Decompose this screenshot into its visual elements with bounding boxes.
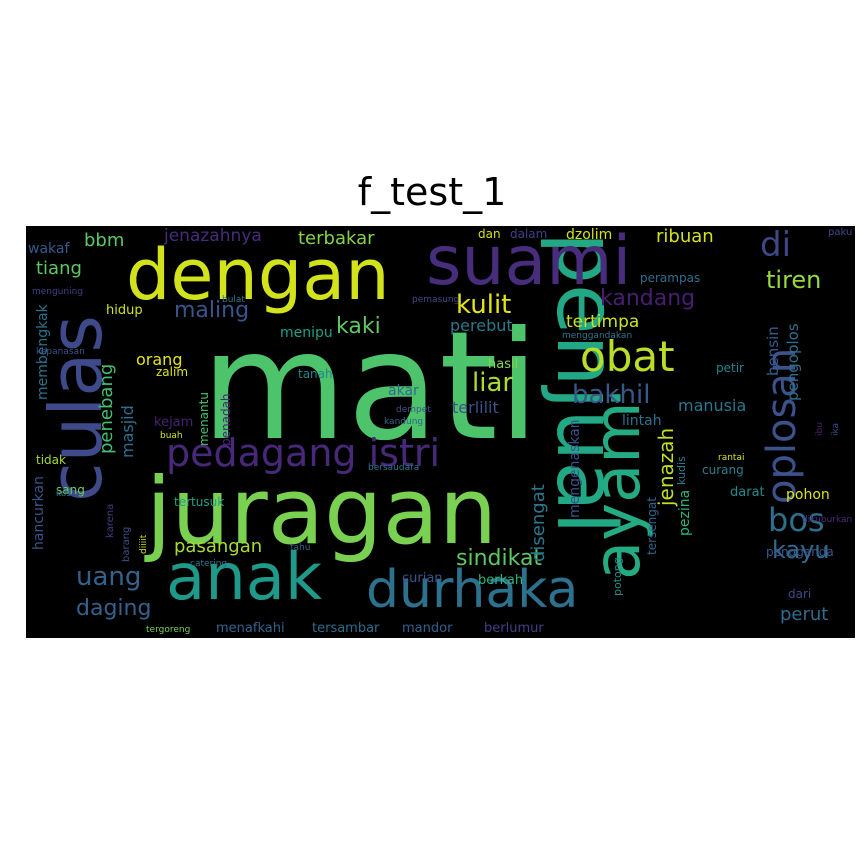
cloud-word: karena bbox=[105, 503, 116, 538]
cloud-word: kepanasan bbox=[36, 347, 85, 357]
cloud-word: hasil bbox=[488, 357, 519, 372]
cloud-word: kayu bbox=[772, 536, 830, 564]
cloud-word: kulit bbox=[456, 290, 512, 320]
cloud-word: menantu bbox=[197, 392, 211, 447]
cloud-word: durhaka bbox=[366, 560, 579, 620]
cloud-word: akar bbox=[388, 383, 419, 399]
cloud-word: diiiit bbox=[139, 535, 149, 555]
cloud-word: hancurkan bbox=[31, 475, 47, 550]
cloud-word: dari bbox=[788, 587, 812, 601]
cloud-word: dengan bbox=[126, 234, 390, 316]
cloud-word: sang bbox=[56, 483, 85, 497]
cloud-word: pohon bbox=[786, 487, 830, 503]
cloud-word: catering bbox=[190, 559, 228, 569]
cloud-word: potong bbox=[611, 556, 624, 596]
cloud-word: masjid bbox=[118, 404, 137, 458]
cloud-word: darat bbox=[730, 485, 765, 500]
cloud-word: tersengat bbox=[645, 496, 659, 555]
cloud-word: menafkahi bbox=[216, 621, 285, 636]
cloud-word: uang bbox=[76, 562, 142, 592]
cloud-word: ibu bbox=[815, 422, 825, 437]
cloud-word: daging bbox=[76, 596, 152, 621]
figure-title: f_test_1 bbox=[357, 170, 507, 214]
cloud-word: dzolim bbox=[566, 227, 613, 243]
cloud-word: dikuburkan bbox=[802, 515, 853, 525]
cloud-word: pasangan bbox=[174, 536, 263, 557]
cloud-word: di bbox=[760, 226, 792, 265]
cloud-word: ika bbox=[831, 423, 841, 437]
cloud-word: pengganda bbox=[766, 545, 834, 559]
cloud-word: tergoreng bbox=[146, 625, 191, 635]
cloud-word: perut bbox=[780, 604, 829, 625]
cloud-word: suami bbox=[426, 226, 632, 301]
cloud-word: orang bbox=[136, 350, 183, 369]
cloud-word: bulat bbox=[222, 295, 245, 305]
cloud-word: penadah bbox=[219, 393, 233, 447]
cloud-word: tertusuk bbox=[174, 495, 225, 509]
cloud-word: pemasung bbox=[412, 295, 460, 305]
cloud-word: anak bbox=[166, 541, 323, 615]
word-cloud: mati juragan penjual culas dengan suami anak du… bbox=[26, 226, 855, 638]
cloud-word: tiren bbox=[766, 266, 822, 294]
cloud-word: pedagang istri bbox=[166, 431, 441, 475]
cloud-word: pengoplos bbox=[784, 323, 802, 401]
cloud-word: kaki bbox=[336, 314, 381, 339]
cloud-word: zalim bbox=[156, 365, 189, 379]
cloud-word: ribuan bbox=[656, 226, 714, 247]
cloud-word: bensin bbox=[764, 326, 782, 376]
cloud-word: wakaf bbox=[28, 241, 70, 257]
cloud-word: buah bbox=[160, 431, 183, 441]
cloud-word: bersaudara bbox=[368, 463, 420, 473]
cloud-word: bos bbox=[768, 501, 825, 539]
cloud-word: pezina bbox=[677, 490, 693, 537]
cloud-word: kandang bbox=[600, 286, 696, 311]
cloud-word: dalam bbox=[510, 227, 548, 241]
cloud-word: mati bbox=[201, 300, 540, 474]
cloud-word: tertimpa bbox=[566, 312, 640, 332]
cloud-word: obat bbox=[580, 332, 675, 381]
cloud-word: paku bbox=[828, 227, 853, 238]
cloud-word: petir bbox=[716, 361, 744, 375]
cloud-word: kejam bbox=[154, 415, 194, 430]
cloud-word: liar bbox=[472, 368, 514, 398]
cloud-word: barang bbox=[121, 526, 132, 562]
cloud-word: tiang bbox=[36, 258, 82, 279]
cloud-word: menipu bbox=[280, 325, 333, 341]
cloud-word: curian bbox=[402, 571, 443, 586]
cloud-word: berkah bbox=[478, 573, 524, 588]
cloud-word: dempet bbox=[396, 405, 431, 415]
cloud-word: penebang bbox=[96, 364, 117, 455]
cloud-word: mengenaskan bbox=[567, 419, 583, 519]
cloud-word: curang bbox=[702, 463, 744, 477]
cloud-word: terlilit bbox=[452, 398, 499, 417]
cloud-word: menggandakan bbox=[562, 331, 633, 341]
cloud-word: tersambar bbox=[312, 621, 380, 636]
cloud-word: manusia bbox=[678, 396, 747, 415]
cloud-word: mandor bbox=[402, 621, 453, 636]
cloud-word: kandung bbox=[384, 417, 424, 427]
cloud-word: berlumur bbox=[484, 621, 544, 636]
cloud-word: disengat bbox=[528, 484, 549, 563]
cloud-word: perampas bbox=[640, 271, 701, 285]
cloud-word: kos bbox=[56, 489, 72, 499]
cloud-word: terbakar bbox=[298, 228, 375, 249]
cloud-word: jenazah bbox=[654, 427, 678, 506]
cloud-word: jenazahnya bbox=[164, 226, 262, 246]
cloud-word: lintah bbox=[622, 413, 662, 429]
cloud-word: tidak bbox=[36, 453, 66, 467]
cloud-word: juragan bbox=[146, 458, 498, 565]
cloud-word: dan bbox=[478, 227, 501, 241]
cloud-word: perebut bbox=[450, 316, 513, 335]
cloud-word: maling bbox=[174, 298, 250, 323]
cloud-word: hidup bbox=[106, 303, 143, 318]
cloud-word: bbm bbox=[84, 230, 125, 251]
cloud-word: menguning bbox=[32, 287, 84, 297]
cloud-word: sindikat bbox=[456, 546, 543, 571]
cloud-word: rantai bbox=[718, 453, 745, 463]
cloud-word: tanah bbox=[298, 367, 333, 381]
cloud-word: bakhil bbox=[572, 380, 651, 410]
cloud-word: tahu bbox=[290, 543, 311, 553]
cloud-word: kudis bbox=[675, 456, 688, 485]
